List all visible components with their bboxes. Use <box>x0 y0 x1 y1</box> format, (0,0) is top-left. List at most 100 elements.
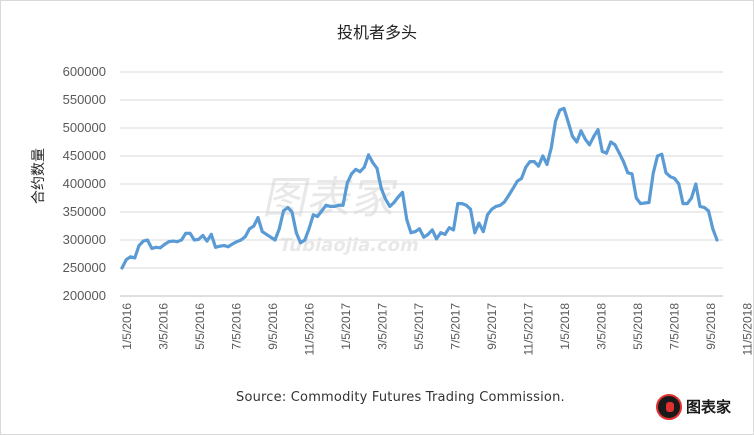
data-point <box>358 170 362 174</box>
data-point <box>494 204 498 208</box>
data-point <box>634 196 638 200</box>
data-point <box>558 108 562 112</box>
data-point <box>163 243 166 246</box>
data-point <box>345 181 349 185</box>
data-point <box>541 154 545 158</box>
data-point <box>133 256 137 260</box>
data-point <box>549 146 553 150</box>
y-tick-label: 500000 <box>63 120 106 135</box>
x-tick-label: 7/5/2017 <box>449 303 463 350</box>
data-point <box>269 235 273 239</box>
y-tick-label: 200000 <box>63 288 106 303</box>
data-point <box>486 213 489 217</box>
logo-icon <box>656 394 682 420</box>
data-point <box>622 160 625 164</box>
data-point <box>405 218 409 222</box>
data-point <box>447 226 451 230</box>
data-point <box>311 213 315 217</box>
data-point <box>647 201 651 204</box>
series-line <box>120 106 719 270</box>
data-point <box>260 230 264 234</box>
y-tick-label: 450000 <box>63 148 106 163</box>
data-point <box>354 167 358 171</box>
data-point <box>218 244 222 248</box>
data-point <box>460 202 464 206</box>
data-point <box>239 238 243 242</box>
data-point <box>137 244 141 248</box>
data-point <box>707 209 710 213</box>
y-tick-label: 400000 <box>63 176 106 191</box>
data-point <box>418 227 421 231</box>
data-point <box>392 201 396 204</box>
data-point <box>515 179 519 183</box>
y-tick-label: 600000 <box>63 64 106 79</box>
data-point <box>626 171 630 175</box>
x-tick-label: 5/5/2016 <box>193 303 207 350</box>
data-point <box>481 230 485 234</box>
data-point <box>715 238 719 242</box>
y-tick-label: 550000 <box>63 92 106 107</box>
data-point <box>286 206 290 209</box>
data-point <box>422 235 426 239</box>
data-point <box>617 151 621 155</box>
chart-title: 投机者多头 <box>336 23 417 42</box>
data-point <box>384 197 387 201</box>
data-point <box>316 215 319 218</box>
x-tick-label: 3/5/2017 <box>376 303 390 350</box>
data-point <box>562 106 566 110</box>
data-point <box>477 221 481 225</box>
x-tick-label: 3/5/2016 <box>157 303 171 350</box>
data-point <box>396 195 400 199</box>
data-point <box>643 201 647 205</box>
y-tick-label: 250000 <box>63 260 106 275</box>
data-point <box>248 227 251 231</box>
x-tick-label: 11/5/2017 <box>522 303 536 356</box>
data-point <box>282 209 285 213</box>
data-point <box>277 227 281 231</box>
x-tick-label: 5/5/2018 <box>631 303 645 350</box>
data-point <box>520 176 523 180</box>
x-tick-label: 1/5/2017 <box>339 303 353 350</box>
data-point <box>188 231 192 235</box>
data-point <box>324 203 328 207</box>
logo: 图表家 <box>656 394 748 424</box>
data-point <box>120 266 124 270</box>
data-point <box>175 240 179 244</box>
data-point <box>231 242 234 246</box>
data-point <box>571 134 574 138</box>
data-point <box>235 240 239 244</box>
data-point <box>379 187 383 190</box>
x-tick-label: 1/5/2016 <box>120 303 134 350</box>
data-point <box>214 245 217 249</box>
data-point <box>528 160 532 164</box>
data-point <box>532 160 536 164</box>
data-point <box>711 227 715 231</box>
data-point <box>469 207 472 211</box>
data-point <box>265 232 268 236</box>
data-point <box>243 235 247 239</box>
data-point <box>388 204 392 208</box>
x-tick-label: 7/5/2018 <box>668 303 682 350</box>
data-point <box>333 204 336 208</box>
data-point <box>307 227 311 231</box>
data-point <box>209 232 213 236</box>
y-tick-label: 350000 <box>63 204 106 219</box>
data-point <box>401 190 404 194</box>
x-axis: 1/5/2016 3/5/2016 5/5/2016 7/5/2016 9/5/2016… <box>120 303 753 356</box>
data-point <box>503 200 506 204</box>
data-point <box>452 228 455 232</box>
data-point <box>656 154 659 158</box>
data-point <box>664 171 668 175</box>
data-point <box>439 231 443 235</box>
data-point <box>435 237 438 241</box>
x-tick-label: 7/5/2016 <box>230 303 244 350</box>
y-tick-label: 300000 <box>63 232 106 247</box>
data-point <box>350 172 353 176</box>
data-point <box>690 196 693 200</box>
data-point <box>600 150 604 153</box>
data-point <box>596 128 600 132</box>
data-point <box>702 206 706 209</box>
data-point <box>226 245 230 249</box>
